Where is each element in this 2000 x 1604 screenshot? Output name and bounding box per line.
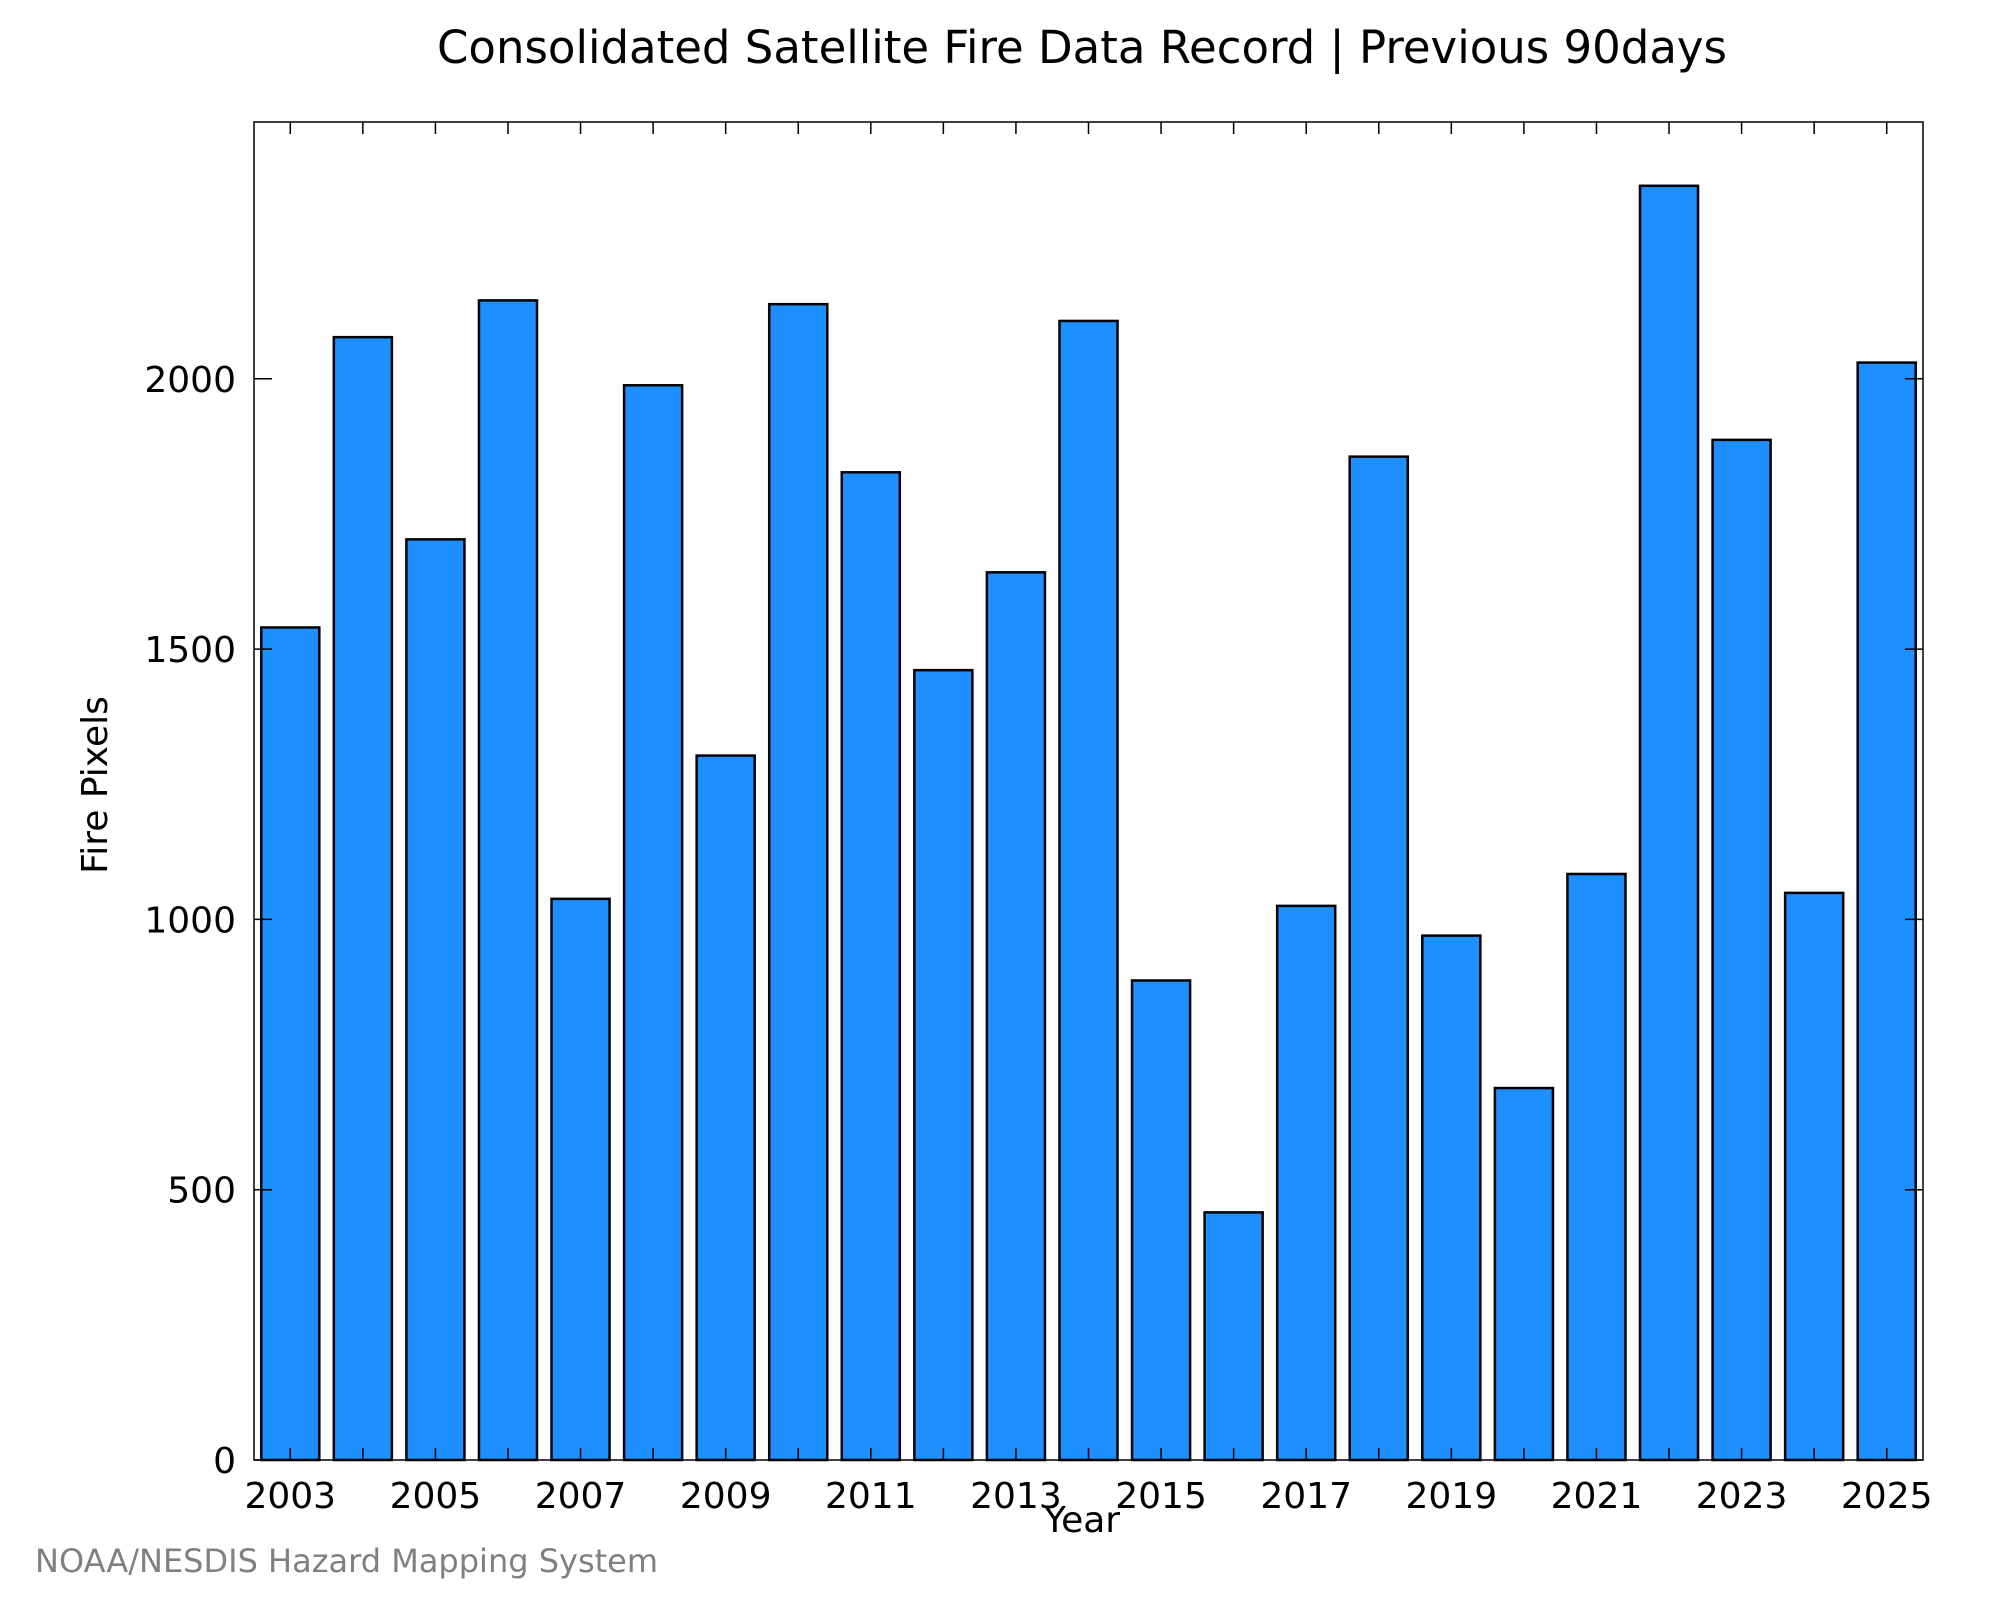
bar-2013	[985, 571, 1047, 1462]
bar-2015	[1130, 979, 1192, 1462]
bar-2021	[1566, 872, 1627, 1462]
y-tick-label-1500: 1500	[144, 630, 236, 671]
bar-2010	[767, 302, 829, 1462]
bar-2012	[913, 668, 974, 1462]
bar-2017	[1275, 904, 1337, 1462]
x-tick-label-2021: 2021	[1551, 1476, 1643, 1517]
x-tick-label-2013: 2013	[970, 1476, 1062, 1517]
bar-2003	[260, 626, 321, 1462]
plot-area: 0 500 1000 1500 2000 2003 2005 2007 2009 2011 2013…	[144, 121, 1933, 1517]
x-tick-label-2017: 2017	[1260, 1476, 1352, 1517]
bar-2024	[1783, 891, 1845, 1462]
x-tick-label-2011: 2011	[825, 1476, 917, 1517]
x-axis-label: Year	[1043, 1500, 1120, 1541]
bar-2008	[622, 384, 684, 1462]
x-tick-label-2005: 2005	[390, 1476, 482, 1517]
credit-text: NOAA/NESDIS Hazard Mapping System	[35, 1542, 658, 1580]
bar-2018	[1348, 455, 1410, 1462]
y-axis-label: Fire Pixels	[75, 696, 116, 874]
bar-2004	[332, 335, 394, 1462]
x-tick-label-2015: 2015	[1115, 1476, 1207, 1517]
x-tick-label-2007: 2007	[535, 1476, 627, 1517]
x-tick-label-2009: 2009	[680, 1476, 772, 1517]
bar-2014	[1058, 319, 1119, 1462]
bar-2016	[1203, 1211, 1264, 1462]
bar-2005	[405, 538, 466, 1462]
bar-2025	[1856, 361, 1917, 1462]
x-tick-label-2003: 2003	[244, 1476, 336, 1517]
bar-2009	[695, 754, 756, 1462]
y-tick-label-2000: 2000	[144, 360, 236, 401]
bar-2023	[1711, 438, 1772, 1462]
y-tick-label-1000: 1000	[144, 900, 236, 941]
y-tick-label-0: 0	[213, 1441, 236, 1482]
bar-2011	[840, 471, 902, 1462]
x-tick-label-2019: 2019	[1406, 1476, 1498, 1517]
x-tick-label-2023: 2023	[1696, 1476, 1788, 1517]
bar-2022	[1638, 184, 1700, 1462]
bar-2019	[1421, 934, 1482, 1462]
chart-title: Consolidated Satellite Fire Data Record …	[437, 21, 1727, 74]
bar-2020	[1493, 1086, 1555, 1462]
bar-2006	[477, 299, 539, 1462]
x-tick-label-2025: 2025	[1841, 1476, 1933, 1517]
bar-2007	[550, 897, 611, 1462]
y-tick-label-500: 500	[167, 1171, 236, 1212]
